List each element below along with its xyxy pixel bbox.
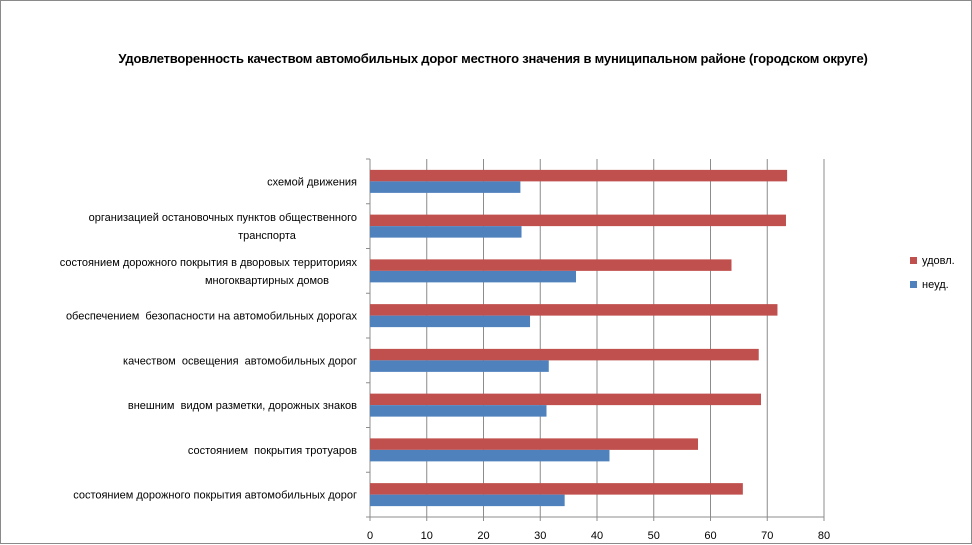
bar-neud — [370, 360, 549, 372]
x-tick-label: 80 — [818, 530, 830, 542]
chart-title: Удовлетворенность качеством автомобильны… — [118, 51, 868, 66]
category-label: внешним видом разметки, дорожных знаков — [128, 400, 357, 412]
bar-neud — [370, 405, 547, 417]
x-tick-label: 20 — [477, 530, 489, 542]
bar-neud — [370, 181, 521, 193]
bar-udovl — [370, 304, 778, 316]
bar-udovl — [370, 214, 786, 227]
legend-swatch-udovl — [910, 257, 917, 264]
category-label: состоянием покрытия тротуаров — [188, 445, 357, 457]
x-tick-label: 50 — [648, 530, 660, 542]
bar-udovl — [370, 393, 762, 406]
category-label: схемой движения — [267, 176, 357, 188]
x-tick-label: 10 — [421, 530, 433, 542]
bar-udovl — [370, 169, 788, 182]
category-label: состоянием дорожного покрытия автомобиль… — [73, 490, 357, 502]
bar-neud — [370, 494, 565, 507]
category-label: качеством освещения автомобильных дорог — [123, 355, 357, 367]
bar-neud — [370, 226, 522, 238]
category-label: обеспечением безопасности на автомобильн… — [66, 311, 358, 323]
category-label: многоквартирных домов — [205, 275, 329, 287]
legend-swatch-neud — [910, 281, 917, 288]
bar-neud — [370, 449, 610, 462]
legend-label-neud: неуд. — [922, 279, 949, 291]
x-tick-label: 70 — [761, 530, 773, 542]
legend-label-udovl: удовл. — [922, 255, 955, 267]
x-tick-label: 40 — [591, 530, 603, 542]
bar-udovl — [370, 348, 759, 361]
category-label: транспорта — [238, 230, 297, 242]
bar-udovl — [370, 438, 699, 450]
x-tick-label: 30 — [534, 530, 546, 542]
category-label: организацией остановочных пунктов общест… — [89, 212, 357, 224]
bar-neud — [370, 270, 577, 283]
bar-neud — [370, 315, 531, 328]
x-tick-label: 60 — [704, 530, 716, 542]
category-label: состоянием дорожного покрытия в дворовых… — [60, 257, 358, 269]
x-tick-label: 0 — [367, 530, 373, 542]
bar-udovl — [370, 259, 732, 271]
bar-udovl — [370, 483, 743, 495]
